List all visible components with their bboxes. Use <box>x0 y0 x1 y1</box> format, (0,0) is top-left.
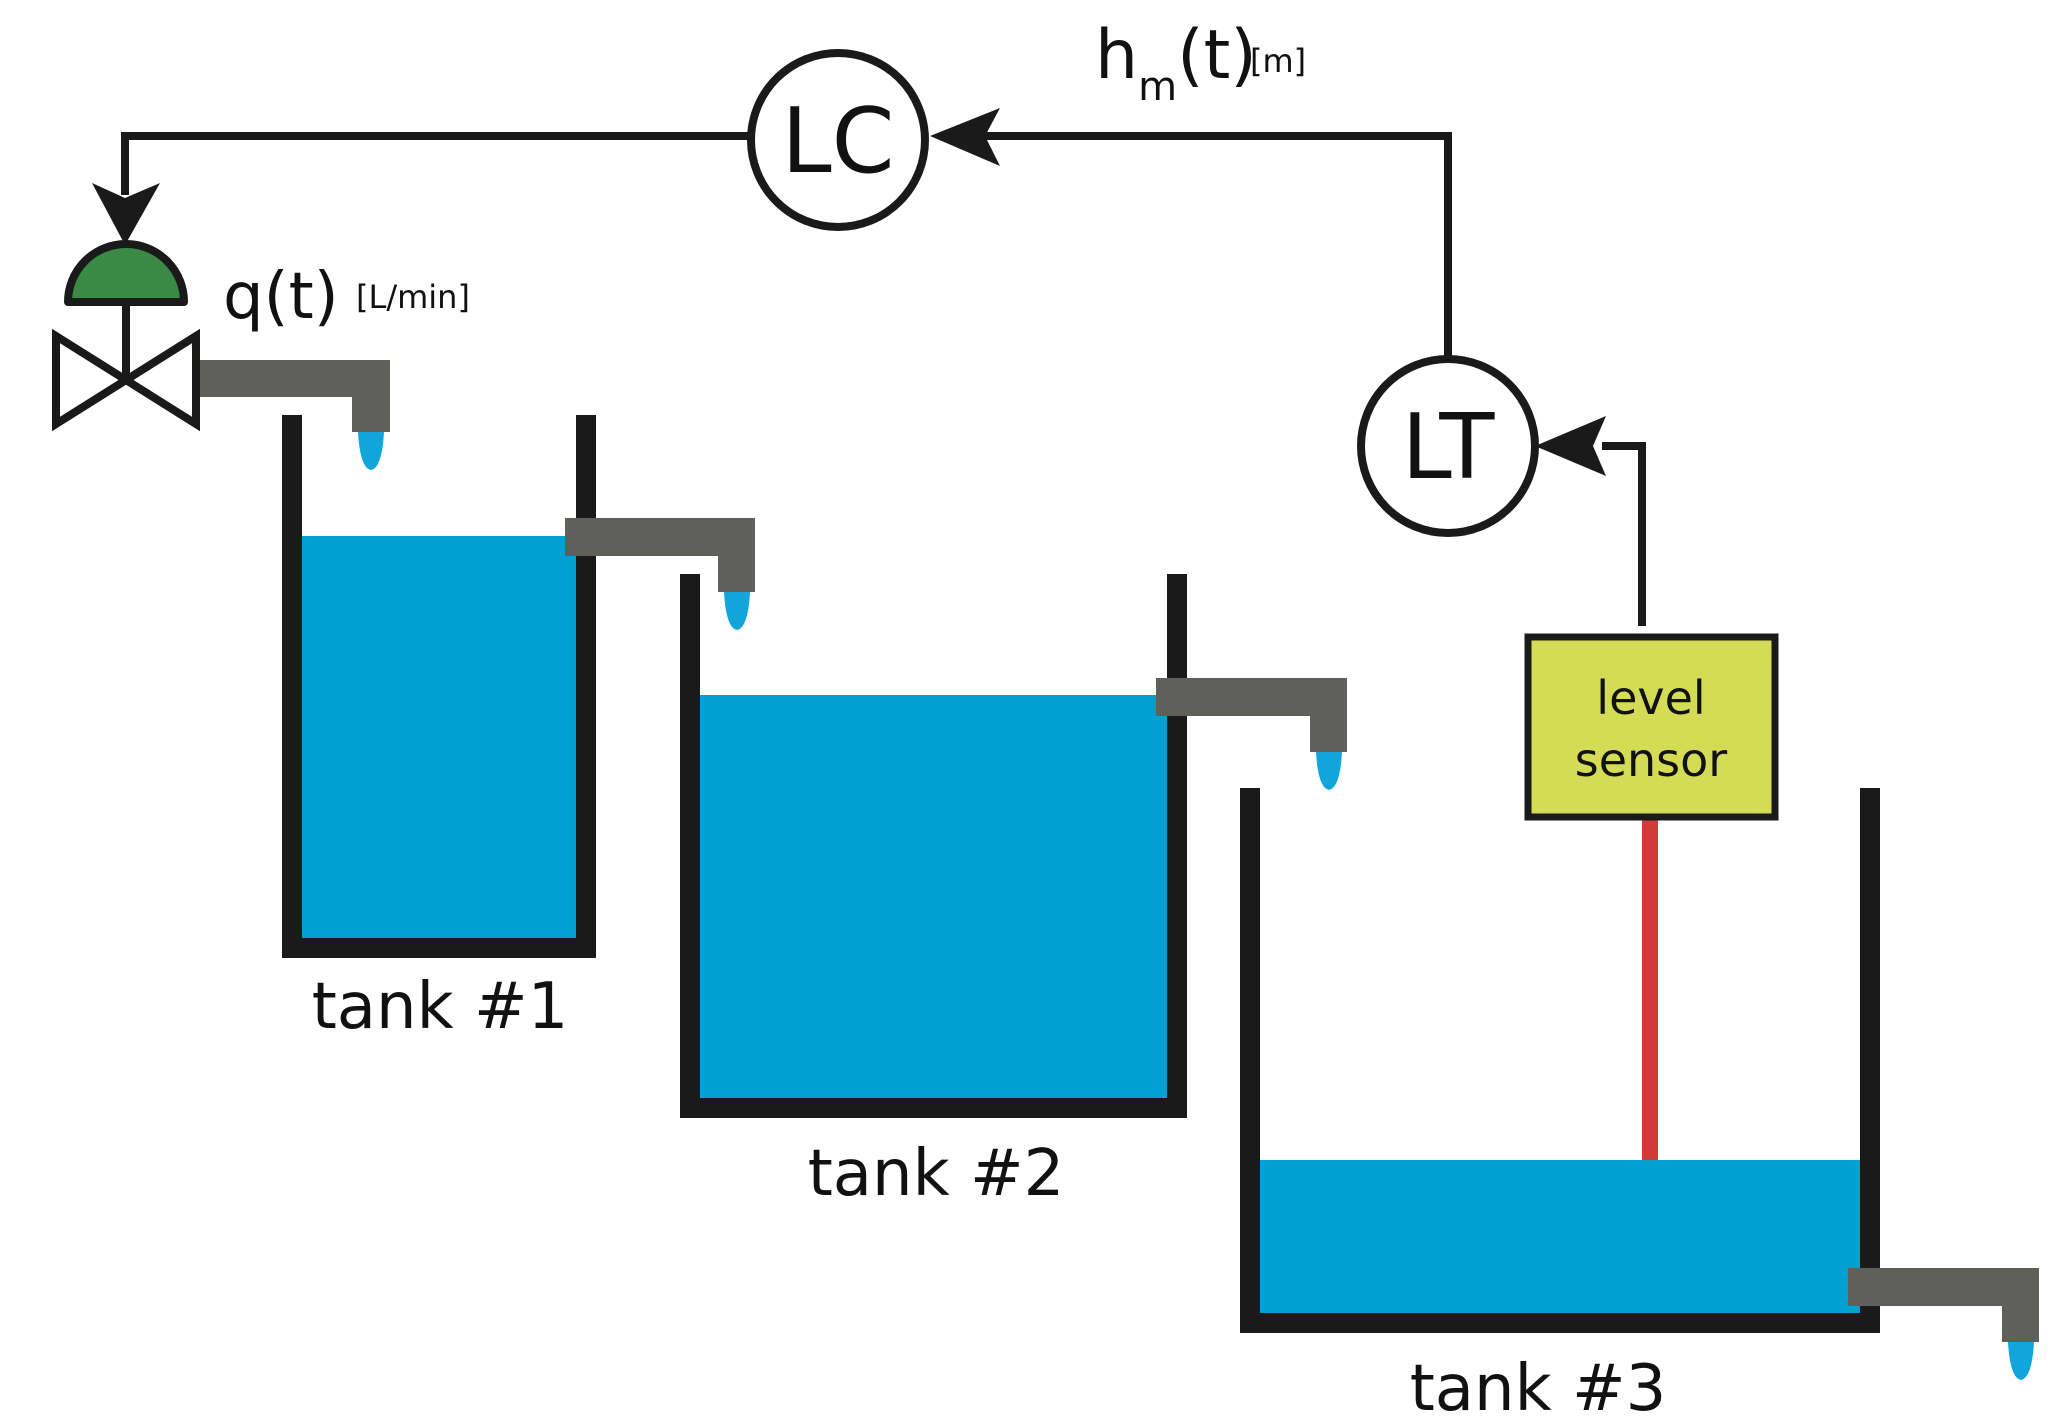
tank-2-label: tank #2 <box>808 1137 1065 1211</box>
flow-symbol: q(t) <box>223 260 339 334</box>
pipe-tank2-to-tank3 <box>1156 678 1347 752</box>
lc-label: LC <box>782 89 895 194</box>
inlet-pipe <box>200 360 390 432</box>
signal-subscript: m <box>1138 64 1177 110</box>
tank-3-water <box>1260 1160 1860 1313</box>
control-output-line <box>121 132 752 195</box>
tank-3 <box>1240 788 1880 1333</box>
water-drop-icon <box>724 592 750 630</box>
water-drop-icon <box>2008 1342 2034 1380</box>
outlet-pipe <box>1848 1268 2039 1342</box>
level-transmitter: LT <box>1357 355 1539 537</box>
tank-1-water <box>302 536 576 938</box>
flow-unit: [L/min] <box>356 278 470 316</box>
control-valve-icon <box>52 240 200 432</box>
arrow-into-lt-icon <box>1535 416 1606 476</box>
pipe-tank1-to-tank2 <box>565 518 755 592</box>
tank-1-walls <box>282 415 596 958</box>
sensor-label-line2: sensor <box>1575 733 1728 787</box>
tank-1 <box>282 415 596 958</box>
water-drop-icon <box>1316 752 1342 790</box>
arrow-into-lc-icon <box>930 108 1000 166</box>
sensor-signal-line <box>1602 442 1646 626</box>
arrow-into-valve-icon <box>92 183 160 245</box>
pipes <box>200 360 2039 1342</box>
tank-2-water <box>700 695 1167 1098</box>
level-controller: LC <box>747 49 929 231</box>
level-sensor-box: level sensor <box>1524 633 1779 821</box>
lt-label: LT <box>1402 395 1496 500</box>
signal-lines <box>121 132 1646 626</box>
tank-3-label: tank #3 <box>1410 1352 1667 1422</box>
tank-3-walls <box>1240 788 1880 1333</box>
signal-label: hm(t) <box>1095 16 1257 110</box>
drops <box>358 432 2034 1380</box>
sensor-label-line1: level <box>1596 671 1705 725</box>
signal-arg: (t) <box>1177 16 1257 95</box>
tank-1-label: tank #1 <box>312 970 569 1044</box>
tank-2-walls <box>680 574 1187 1118</box>
tank-2 <box>680 574 1187 1118</box>
signal-symbol: h <box>1095 16 1138 95</box>
feedback-line <box>985 132 1452 356</box>
signal-unit: [m] <box>1250 42 1306 80</box>
water-drop-icon <box>358 432 384 470</box>
